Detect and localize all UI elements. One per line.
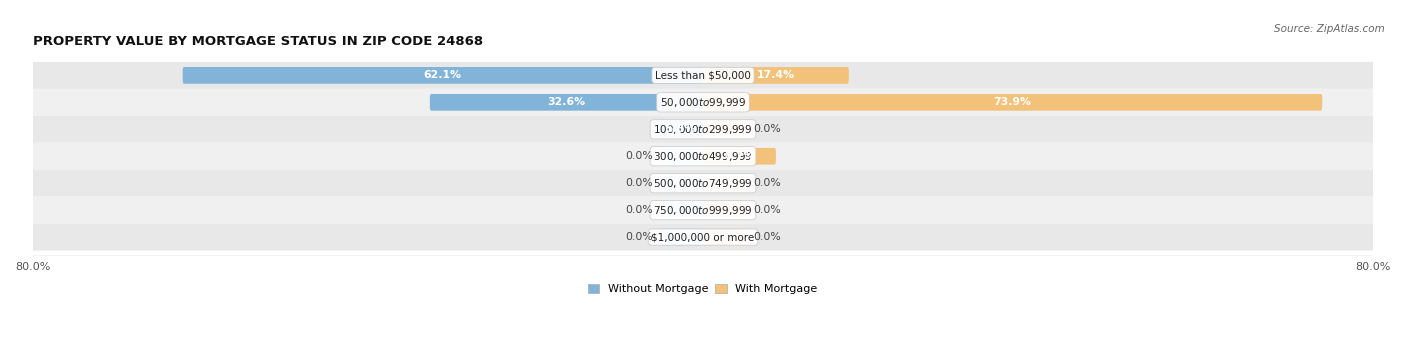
FancyBboxPatch shape (703, 202, 745, 219)
FancyBboxPatch shape (661, 148, 703, 165)
Text: 0.0%: 0.0% (754, 124, 780, 134)
Text: 62.1%: 62.1% (423, 70, 461, 80)
Text: 0.0%: 0.0% (754, 178, 780, 188)
Text: 0.0%: 0.0% (626, 151, 652, 161)
Text: 0.0%: 0.0% (754, 205, 780, 215)
Text: $1,000,000 or more: $1,000,000 or more (651, 232, 755, 242)
FancyBboxPatch shape (703, 175, 745, 191)
Text: $500,000 to $749,999: $500,000 to $749,999 (654, 177, 752, 190)
Text: $750,000 to $999,999: $750,000 to $999,999 (654, 204, 752, 217)
FancyBboxPatch shape (661, 175, 703, 191)
FancyBboxPatch shape (24, 116, 1382, 143)
FancyBboxPatch shape (183, 67, 703, 84)
Text: 32.6%: 32.6% (547, 97, 585, 107)
FancyBboxPatch shape (703, 94, 1322, 111)
Text: 0.0%: 0.0% (626, 178, 652, 188)
Text: 0.0%: 0.0% (626, 232, 652, 242)
FancyBboxPatch shape (430, 94, 703, 111)
Text: 0.0%: 0.0% (626, 205, 652, 215)
FancyBboxPatch shape (24, 197, 1382, 224)
FancyBboxPatch shape (703, 121, 745, 138)
FancyBboxPatch shape (658, 121, 703, 138)
FancyBboxPatch shape (24, 62, 1382, 89)
FancyBboxPatch shape (703, 148, 776, 165)
Text: 5.3%: 5.3% (665, 124, 696, 134)
Text: 17.4%: 17.4% (756, 70, 794, 80)
Text: $300,000 to $499,999: $300,000 to $499,999 (654, 150, 752, 163)
Text: Less than $50,000: Less than $50,000 (655, 70, 751, 80)
FancyBboxPatch shape (661, 202, 703, 219)
FancyBboxPatch shape (703, 229, 745, 245)
Text: $50,000 to $99,999: $50,000 to $99,999 (659, 96, 747, 109)
FancyBboxPatch shape (24, 89, 1382, 116)
FancyBboxPatch shape (703, 67, 849, 84)
Text: $100,000 to $299,999: $100,000 to $299,999 (654, 123, 752, 136)
Text: 0.0%: 0.0% (754, 232, 780, 242)
Text: Source: ZipAtlas.com: Source: ZipAtlas.com (1274, 24, 1385, 34)
Text: PROPERTY VALUE BY MORTGAGE STATUS IN ZIP CODE 24868: PROPERTY VALUE BY MORTGAGE STATUS IN ZIP… (32, 35, 482, 48)
Legend: Without Mortgage, With Mortgage: Without Mortgage, With Mortgage (588, 284, 818, 294)
Text: 73.9%: 73.9% (994, 97, 1032, 107)
FancyBboxPatch shape (661, 229, 703, 245)
FancyBboxPatch shape (24, 143, 1382, 170)
FancyBboxPatch shape (24, 170, 1382, 197)
Text: 8.7%: 8.7% (724, 151, 755, 161)
FancyBboxPatch shape (24, 224, 1382, 251)
